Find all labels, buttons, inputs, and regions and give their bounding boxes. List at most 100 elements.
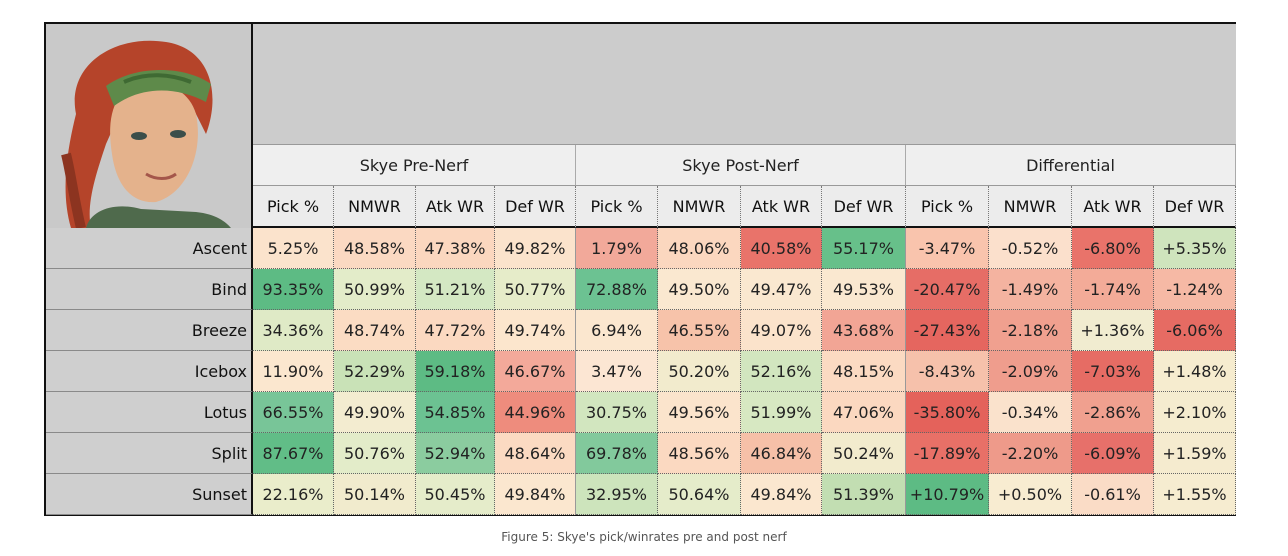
table-cell: 47.38% bbox=[416, 228, 495, 269]
column-header: Pick % bbox=[576, 186, 658, 228]
table-cell: -6.80% bbox=[1072, 228, 1154, 269]
figure-caption: Figure 5: Skye's pick/winrates pre and p… bbox=[501, 530, 787, 544]
table-cell: 46.84% bbox=[741, 433, 822, 474]
table-cell: 49.47% bbox=[741, 269, 822, 310]
column-header: NMWR bbox=[989, 186, 1072, 228]
table-cell: 52.29% bbox=[334, 351, 416, 392]
table-cell: -6.09% bbox=[1072, 433, 1154, 474]
row-label-sunset: Sunset bbox=[46, 474, 253, 515]
table-cell: +2.10% bbox=[1154, 392, 1236, 433]
table-cell: -35.80% bbox=[906, 392, 989, 433]
table-cell: 50.76% bbox=[334, 433, 416, 474]
group-header-1: Skye Pre-Nerf bbox=[253, 145, 576, 186]
table-cell: +0.50% bbox=[989, 474, 1072, 515]
table-cell: 50.77% bbox=[495, 269, 576, 310]
table-cell: -2.86% bbox=[1072, 392, 1154, 433]
table-cell: -2.09% bbox=[989, 351, 1072, 392]
table-cell: 48.15% bbox=[822, 351, 906, 392]
table-cell: 49.07% bbox=[741, 310, 822, 351]
table-cell: 32.95% bbox=[576, 474, 658, 515]
table-cell: 43.68% bbox=[822, 310, 906, 351]
table-cell: 6.94% bbox=[576, 310, 658, 351]
column-header: Def WR bbox=[1154, 186, 1236, 228]
table-cell: +10.79% bbox=[906, 474, 989, 515]
row-label-ascent: Ascent bbox=[46, 228, 253, 269]
row-label-lotus: Lotus bbox=[46, 392, 253, 433]
skye-stats-table: Skye Pre-Nerf Skye Post-Nerf Differential … bbox=[44, 22, 1236, 516]
table-cell: -0.61% bbox=[1072, 474, 1154, 515]
table-cell: 93.35% bbox=[253, 269, 334, 310]
table-cell: 49.90% bbox=[334, 392, 416, 433]
table-cell: 48.06% bbox=[658, 228, 741, 269]
row-label-breeze: Breeze bbox=[46, 310, 253, 351]
table-cell: 48.64% bbox=[495, 433, 576, 474]
column-header: Def WR bbox=[495, 186, 576, 228]
row-label-bind: Bind bbox=[46, 269, 253, 310]
table-cell: -27.43% bbox=[906, 310, 989, 351]
table-cell: +5.35% bbox=[1154, 228, 1236, 269]
table-cell: 48.58% bbox=[334, 228, 416, 269]
table-cell: 66.55% bbox=[253, 392, 334, 433]
table-cell: 47.72% bbox=[416, 310, 495, 351]
table-cell: +1.55% bbox=[1154, 474, 1236, 515]
table-cell: 50.64% bbox=[658, 474, 741, 515]
table-cell: 40.58% bbox=[741, 228, 822, 269]
table-cell: 46.67% bbox=[495, 351, 576, 392]
column-header: NMWR bbox=[334, 186, 416, 228]
table-cell: 49.53% bbox=[822, 269, 906, 310]
agent-portrait-icon bbox=[46, 24, 253, 228]
table-cell: 55.17% bbox=[822, 228, 906, 269]
table-cell: 48.74% bbox=[334, 310, 416, 351]
table-cell: -1.74% bbox=[1072, 269, 1154, 310]
table-cell: 49.74% bbox=[495, 310, 576, 351]
table-cell: 50.14% bbox=[334, 474, 416, 515]
table-cell: 59.18% bbox=[416, 351, 495, 392]
table-cell: -2.18% bbox=[989, 310, 1072, 351]
column-header: Atk WR bbox=[741, 186, 822, 228]
table-cell: 87.67% bbox=[253, 433, 334, 474]
table-cell: -1.49% bbox=[989, 269, 1072, 310]
table-cell: -20.47% bbox=[906, 269, 989, 310]
table-cell: -2.20% bbox=[989, 433, 1072, 474]
table-cell: 34.36% bbox=[253, 310, 334, 351]
table-cell: 5.25% bbox=[253, 228, 334, 269]
table-cell: -17.89% bbox=[906, 433, 989, 474]
table-cell: 47.06% bbox=[822, 392, 906, 433]
table-cell: 22.16% bbox=[253, 474, 334, 515]
table-cell: 30.75% bbox=[576, 392, 658, 433]
table-cell: 1.79% bbox=[576, 228, 658, 269]
table-cell: -1.24% bbox=[1154, 269, 1236, 310]
table-cell: 11.90% bbox=[253, 351, 334, 392]
row-label-split: Split bbox=[46, 433, 253, 474]
table-cell: 49.82% bbox=[495, 228, 576, 269]
table-cell: 54.85% bbox=[416, 392, 495, 433]
column-header: Atk WR bbox=[1072, 186, 1154, 228]
table-cell: -6.06% bbox=[1154, 310, 1236, 351]
table-cell: -0.52% bbox=[989, 228, 1072, 269]
table-cell: 72.88% bbox=[576, 269, 658, 310]
group-header-3: Differential bbox=[906, 145, 1236, 186]
table-cell: 49.84% bbox=[495, 474, 576, 515]
table-cell: 50.99% bbox=[334, 269, 416, 310]
table-cell: 51.99% bbox=[741, 392, 822, 433]
table-cell: 51.21% bbox=[416, 269, 495, 310]
table-cell: +1.48% bbox=[1154, 351, 1236, 392]
table-cell: 3.47% bbox=[576, 351, 658, 392]
agent-portrait-svg bbox=[46, 24, 251, 228]
table-cell: -7.03% bbox=[1072, 351, 1154, 392]
table-cell: 50.45% bbox=[416, 474, 495, 515]
row-label-icebox: Icebox bbox=[46, 351, 253, 392]
table-cell: 48.56% bbox=[658, 433, 741, 474]
table-cell: 52.94% bbox=[416, 433, 495, 474]
column-header: NMWR bbox=[658, 186, 741, 228]
table-cell: 52.16% bbox=[741, 351, 822, 392]
table-cell: 50.20% bbox=[658, 351, 741, 392]
table-cell: -3.47% bbox=[906, 228, 989, 269]
column-header: Pick % bbox=[906, 186, 989, 228]
table-cell: 50.24% bbox=[822, 433, 906, 474]
table-cell: 49.56% bbox=[658, 392, 741, 433]
table-cell: 49.84% bbox=[741, 474, 822, 515]
table-cell: 69.78% bbox=[576, 433, 658, 474]
table-cell: 46.55% bbox=[658, 310, 741, 351]
column-header: Pick % bbox=[253, 186, 334, 228]
